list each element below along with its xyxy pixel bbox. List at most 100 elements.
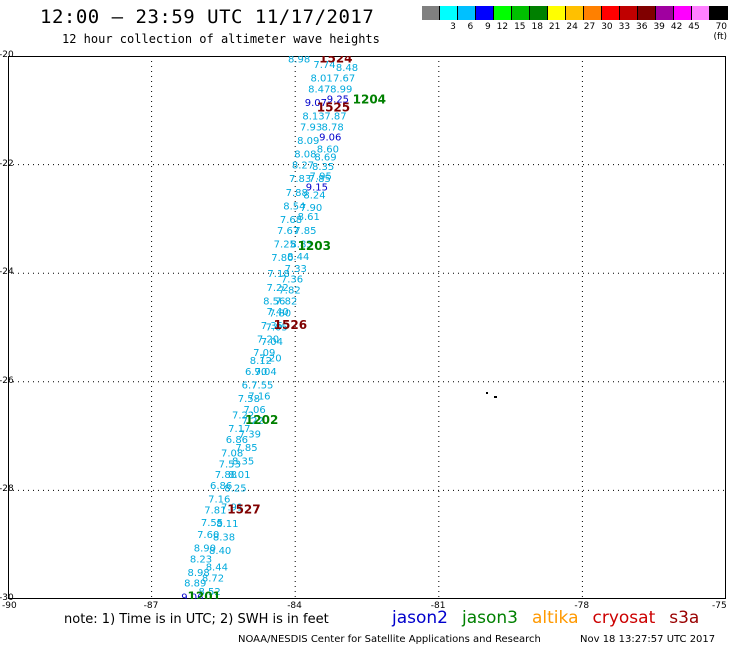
wave-height-value: 7.39 — [239, 429, 261, 440]
satellite-s3a: s3a — [669, 608, 700, 628]
latitude-label: -30 — [0, 593, 14, 603]
wave-height-value: 7.06 — [244, 405, 266, 416]
wave-height-value: 7.87 — [324, 112, 346, 123]
wave-height-value: 7.16 — [248, 391, 270, 402]
wave-height-value: 7.85 — [235, 443, 257, 454]
legend-label: 42 — [670, 22, 683, 32]
wave-height-value: 7.20 — [257, 334, 279, 345]
wave-height-value: 8.35 — [312, 162, 334, 173]
wave-height-value: 7.05 — [266, 322, 288, 333]
wave-height-value: 9.06 — [319, 132, 341, 143]
pass-id-label: 1203 — [298, 239, 331, 253]
wave-height-value: 7.35 — [261, 321, 283, 332]
wave-height-value: 8.52 — [199, 587, 221, 598]
wave-height-value: 7.22 — [242, 416, 264, 427]
wave-height-value: 8.01 — [311, 74, 333, 85]
legend-swatch — [530, 6, 548, 20]
pass-id-label: 1204 — [353, 92, 386, 106]
wave-height-value: 7.58 — [238, 394, 260, 405]
wave-height-value: 8.38 — [213, 533, 235, 544]
timestamp-text: Nov 18 13:27:57 UTC 2017 — [580, 634, 716, 645]
legend-label: 9 — [484, 22, 491, 32]
wave-height-value: 7.04 — [255, 367, 277, 378]
wave-height-value: 7.85 — [309, 174, 331, 185]
wave-height-value: 9.15 — [306, 182, 328, 193]
map-grid — [8, 56, 726, 599]
wave-height-value: 7.88 — [215, 470, 237, 481]
wave-height-value: 7.93 — [300, 123, 322, 134]
wave-height-value: 8.23 — [190, 554, 212, 565]
legend-label: 36 — [636, 22, 648, 32]
footer-note: note: 1) Time is in UTC; 2) SWH is in fe… — [64, 612, 329, 627]
altimeter-map[interactable]: 8.98 7.74 8.488.01 7.678.47 8.999.07 9.258.13… — [8, 56, 726, 599]
wave-height-value: 6.86 — [226, 435, 248, 446]
legend-spacer — [422, 22, 439, 42]
pass-id-label: 1526 — [274, 318, 307, 332]
wave-height-value: 7.36 — [281, 275, 303, 286]
pass-id-labels: 152415251204120315261202152712011200 — [188, 56, 387, 599]
wave-height-value: 6.90 — [245, 367, 267, 378]
legend-swatch — [476, 6, 494, 20]
legend-swatch — [692, 6, 710, 20]
wave-height-value: 7.74 — [313, 60, 335, 71]
legend-swatch — [584, 6, 602, 20]
wave-height-value: 8.54 — [283, 201, 305, 212]
wave-height-value: 8.27 — [292, 161, 314, 172]
legend-swatch — [494, 6, 512, 20]
map-frame — [8, 56, 726, 599]
legend-label: 70 (ft) — [713, 22, 728, 42]
wave-height-value: 8.69 — [314, 152, 336, 163]
legend-label: 18 — [531, 22, 543, 32]
legend-label: 45 — [688, 22, 700, 32]
wave-height-value: 7.22 — [232, 410, 254, 421]
wave-height-value: 8.78 — [322, 123, 344, 134]
wave-height-value: 7.55 — [251, 381, 273, 392]
wave-height-value: 7.67 — [277, 226, 299, 237]
wave-height-value: 8.25 — [224, 484, 246, 495]
legend-label: 33 — [618, 22, 631, 32]
wave-height-value: 7.91 — [221, 503, 243, 514]
wave-height-value: 7.55 — [201, 518, 223, 529]
pass-id-label: 1524 — [319, 56, 352, 66]
legend-swatch — [548, 6, 566, 20]
legend-label: 30 — [601, 22, 613, 32]
longitude-label: -81 — [430, 601, 446, 611]
wave-height-value: 7.40 — [266, 307, 288, 318]
page-subtitle: 12 hour collection of altimeter wave hei… — [62, 32, 380, 46]
wave-height-value: 8.72 — [202, 573, 224, 584]
wave-height-value: 7.08 — [221, 448, 243, 459]
satellite-legend: jason2 jason3 altika cryosat s3a — [392, 608, 713, 628]
wave-height-value: 9.07 — [305, 98, 327, 109]
legend-swatch — [458, 6, 476, 20]
wave-height-value: 7.53 — [219, 459, 241, 470]
legend-swatch — [602, 6, 620, 20]
satellite-jason3: jason3 — [462, 608, 518, 628]
legend-label: 12 — [496, 22, 509, 32]
wave-height-color-legend — [422, 6, 728, 20]
wave-height-value: 8.24 — [303, 190, 325, 201]
legend-swatch — [566, 6, 584, 20]
wave-height-value: 7.80 — [269, 308, 291, 319]
wave-height-value: 8.98 — [188, 568, 210, 579]
wave-height-value: 7.60 — [197, 530, 219, 541]
legend-swatch — [710, 6, 728, 20]
wave-height-value: 7.81 — [204, 505, 226, 516]
longitude-label: -78 — [574, 601, 590, 611]
wave-height-value: 7.67 — [333, 74, 355, 85]
legend-swatch — [656, 6, 674, 20]
wave-height-value: 8.44 — [206, 562, 228, 573]
wave-height-value: 8.09 — [297, 136, 319, 147]
satellite-altika: altika — [532, 608, 579, 628]
legend-swatch — [620, 6, 638, 20]
legend-label: 6 — [467, 22, 474, 32]
pass-id-label: 1202 — [245, 413, 278, 427]
wave-height-value: 8.01 — [228, 470, 250, 481]
legend-label: 24 — [566, 22, 578, 32]
satellite-cryosat: cryosat — [592, 608, 656, 628]
wave-height-value: 8.48 — [336, 63, 358, 74]
legend-label: 21 — [548, 22, 561, 32]
legend-label: 39 — [653, 22, 665, 32]
latitude-label: -28 — [0, 484, 14, 495]
wave-height-value: 8.13 — [302, 112, 324, 123]
page-title: 12:00 – 23:59 UTC 11/17/2017 — [40, 6, 375, 28]
